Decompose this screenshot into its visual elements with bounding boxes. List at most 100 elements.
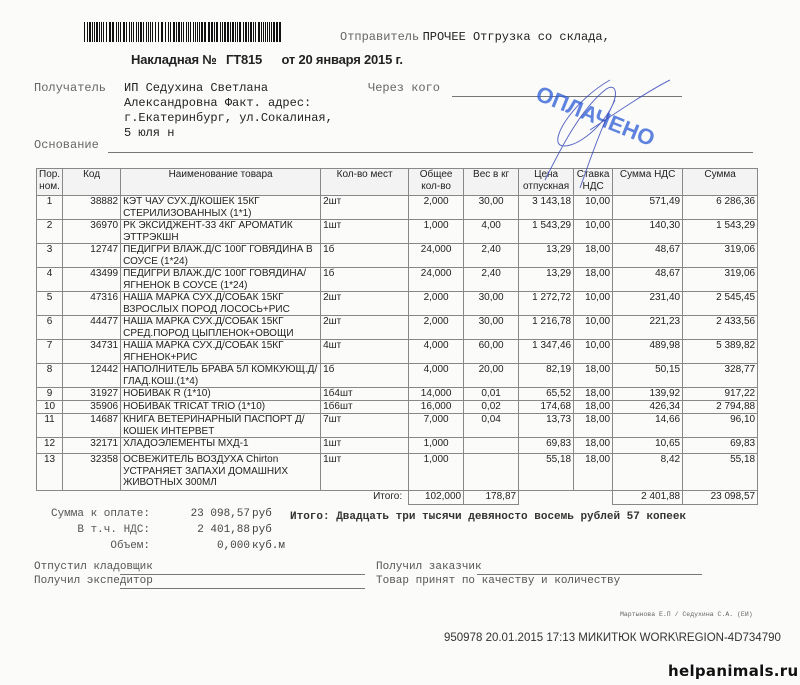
- barcode-bar: [186, 22, 187, 42]
- cell-code: 32171: [62, 437, 122, 454]
- recipient-line: г.Екатеринбург, ул.Сокалиная,: [124, 111, 333, 125]
- cell-price: 13,73: [518, 413, 575, 438]
- total-vat: 2 401,88: [612, 490, 684, 505]
- barcode-bar: [263, 22, 264, 42]
- cell-weight: 0,01: [463, 387, 520, 401]
- cell-code: 38882: [62, 195, 122, 220]
- totals-row: Итого: 102,000 178,87 2 401,88 23 098,57: [37, 490, 759, 505]
- invoice-table: Пор. ном. Код Наименование товара Кол-во…: [35, 168, 759, 505]
- sender-value: ПРОЧЕЕ Отгрузка со склада,: [422, 30, 610, 44]
- cell-sum: 917,22: [682, 387, 759, 401]
- totals-label: Итого:: [373, 491, 403, 502]
- barcode-bar: [193, 22, 194, 42]
- cell-price: 3 143,18: [518, 195, 575, 220]
- cell-vat-sum: 8,42: [612, 453, 684, 491]
- cell-name: КЭТ ЧАУ СУХ.Д/КОШЕК 15КГ СТЕРИЛИЗОВАННЫХ…: [120, 195, 322, 220]
- barcode-bar: [101, 22, 102, 42]
- cell-weight: 0,04: [463, 413, 520, 438]
- invoice-number: ГТ815: [226, 52, 263, 67]
- cell-sum: 2 433,56: [682, 315, 759, 340]
- barcode-bar: [269, 22, 270, 42]
- cell-name: НАПОЛНИТЕЛЬ БРАВА 5Л КОМКУЮЩ.Д/ГЛАД.КОШ.…: [120, 363, 322, 388]
- cell-n: 13: [35, 453, 64, 491]
- table-row: 4 43499 ПЕДИГРИ ВЛАЖ.Д/С 100Г ГОВЯДИНА/ЯГН…: [35, 267, 759, 292]
- signature-icon: [544, 79, 671, 189]
- barcode-bar: [116, 22, 117, 42]
- table-row: 5 47316 НАША МАРКА СУХ.Д/СОБАК 15КГ ВЗРОСЛ…: [35, 291, 759, 316]
- forwarder-label: Получил экспедитор: [34, 575, 153, 587]
- table-row: 6 44477 НАША МАРКА СУХ.Д/СОБАК 15КГ СРЕД.П…: [35, 315, 759, 340]
- cell-name: ОСВЕЖИТЕЛЬ ВОЗДУХА Chirton УСТРАНЯЕТ ЗАП…: [120, 453, 322, 491]
- cell-price: 55,18: [518, 453, 575, 491]
- total-sum: 23 098,57: [682, 490, 759, 505]
- cell-vat-rate: 18,00: [573, 267, 614, 292]
- cell-n: 4: [35, 267, 64, 292]
- invoice-date: от 20 января 2015 г.: [281, 52, 403, 67]
- barcode-bar: [148, 22, 149, 42]
- cell-n: 6: [35, 315, 64, 340]
- barcode-bar: [173, 22, 175, 42]
- barcode-bar: [96, 22, 98, 42]
- barcode-bar: [120, 22, 121, 42]
- cell-weight: [463, 453, 520, 491]
- barcode-bar: [155, 22, 156, 42]
- cell-price: 13,29: [518, 243, 575, 268]
- cell-vat-rate: 18,00: [573, 400, 614, 414]
- cell-code: 12747: [62, 243, 122, 268]
- volume-label: Объем:: [110, 540, 150, 552]
- invoice-label: Накладная №: [131, 52, 217, 67]
- barcode: [84, 22, 281, 42]
- barcode-bar: [178, 22, 180, 42]
- cell-name: РК ЭКСИДЖЕНТ-33 4КГ АРОМАТИК ЭТТРЭКШН: [120, 219, 322, 244]
- basis-line: [108, 152, 753, 153]
- cell-price: 1 347,46: [518, 339, 575, 364]
- barcode-bar: [87, 22, 88, 42]
- cell-code: 34731: [62, 339, 122, 364]
- barcode-bar: [143, 22, 144, 42]
- col-header: Вес в кг: [463, 168, 520, 196]
- cell-vat-rate: 10,00: [573, 219, 614, 244]
- barcode-bar: [123, 22, 125, 42]
- barcode-bar: [197, 22, 198, 42]
- cell-weight: 20,00: [463, 363, 520, 388]
- col-header: Общее кол-во: [408, 168, 465, 196]
- cell-code: 44477: [62, 315, 122, 340]
- cell-weight: 30,00: [463, 195, 520, 220]
- recipient-line: ИП Седухина Светлана: [124, 81, 269, 95]
- cell-code: 12442: [62, 363, 122, 388]
- cell-qty: 7,000: [408, 413, 465, 438]
- recipient-line: 5 юля н: [124, 126, 175, 140]
- col-header: Пор. ном.: [35, 168, 64, 196]
- cell-name: НАША МАРКА СУХ.Д/СОБАК 15КГ СРЕД.ПОРОД Ц…: [120, 315, 322, 340]
- cell-price: 1 543,29: [518, 219, 575, 244]
- footer-document-id: 950978 20.01.2015 17:13 МИКИТЮК WORK\REG…: [444, 632, 781, 644]
- cell-vat-rate: 18,00: [573, 437, 614, 454]
- barcode-bar: [279, 22, 281, 42]
- cell-n: 7: [35, 339, 64, 364]
- barcode-bar: [204, 22, 206, 42]
- cell-places: 1шт: [320, 437, 410, 454]
- table-row: 3 12747 ПЕДИГРИ ВЛАЖ.Д/С 100Г ГОВЯДИНА В С…: [35, 243, 759, 268]
- cell-n: 10: [35, 400, 64, 414]
- cell-qty: 2,000: [408, 291, 465, 316]
- barcode-bar: [140, 22, 142, 42]
- barcode-bar: [99, 22, 100, 42]
- cell-name: ПЕДИГРИ ВЛАЖ.Д/С 100Г ГОВЯДИНА/ЯГНЕНОК В…: [120, 267, 322, 292]
- paid-stamp-text: ОПЛАЧЕНО: [533, 81, 659, 151]
- cell-vat-sum: 14,66: [612, 413, 684, 438]
- cell-name: ПЕДИГРИ ВЛАЖ.Д/С 100Г ГОВЯДИНА В СОУСЕ (…: [120, 243, 322, 268]
- col-header: Наименование товара: [120, 168, 322, 196]
- to-pay-unit: руб: [252, 508, 272, 520]
- basis-label: Основание: [34, 138, 99, 152]
- table-row: 10 35906 НОБИВАК TRICAT TRIO (1*10) 1б6шт 16…: [35, 400, 759, 414]
- cell-n: 12: [35, 437, 64, 454]
- cell-places: 7шт: [320, 413, 410, 438]
- barcode-bar: [161, 22, 163, 42]
- cell-n: 11: [35, 413, 64, 438]
- cell-price: 174,68: [518, 400, 575, 414]
- cell-weight: 0,02: [463, 400, 520, 414]
- cell-price: 13,29: [518, 267, 575, 292]
- cell-places: 2шт: [320, 291, 410, 316]
- cell-price: 69,83: [518, 437, 575, 454]
- cell-vat-rate: 10,00: [573, 315, 614, 340]
